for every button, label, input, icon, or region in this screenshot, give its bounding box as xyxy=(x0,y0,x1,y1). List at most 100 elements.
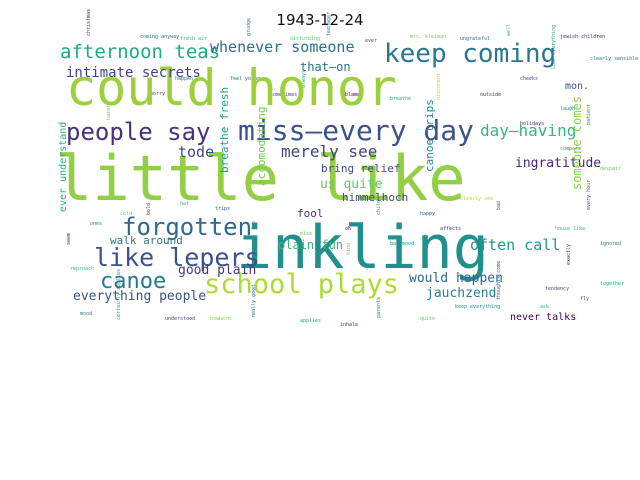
cloud-word-small: inhale xyxy=(340,322,358,328)
cloud-word-small: teenager xyxy=(326,12,332,36)
cloud-word: often call xyxy=(470,236,560,254)
cloud-word-small: christmas xyxy=(86,9,92,36)
cloud-word-small: feel young xyxy=(230,76,260,82)
cloud-word-small: clearly sensible xyxy=(590,56,638,62)
cloud-word-small: fly xyxy=(580,296,589,302)
cloud-word-small: nowhere xyxy=(210,316,231,322)
cloud-word-small: grudge xyxy=(246,18,252,36)
cloud-word-small: doubt xyxy=(191,81,197,96)
cloud-word: never talks xyxy=(510,312,576,323)
cloud-word: that—on xyxy=(300,60,351,74)
cloud-word-small: bad xyxy=(496,201,502,210)
cloud-word-small: ungrateful xyxy=(460,36,490,42)
cloud-word: merely see xyxy=(281,142,377,161)
cloud-word: plain fun xyxy=(278,238,343,252)
cloud-word-small: laugh xyxy=(560,106,575,112)
cloud-word-small: certainly applies xyxy=(116,269,122,320)
cloud-word: canoe xyxy=(100,269,166,294)
cloud-word-small: bad mood xyxy=(390,241,414,247)
cloud-word-small: trips xyxy=(215,206,230,212)
cloud-word-small: blame xyxy=(345,92,360,98)
cloud-word: afternoon teas xyxy=(60,41,220,63)
cloud-word-small: keep everything xyxy=(455,304,500,310)
cloud-word: ever understand xyxy=(58,122,69,212)
cloud-word-small: worry xyxy=(150,91,165,97)
cloud-word-small: ignored xyxy=(600,241,621,247)
cloud-word: breathe fresh xyxy=(218,87,231,173)
cloud-word-small: well xyxy=(506,24,512,36)
cloud-word-small: exactly xyxy=(566,244,572,265)
cloud-word: ingratitude xyxy=(515,156,601,171)
cloud-word: mon. xyxy=(565,81,589,92)
cloud-word-small: house like xyxy=(555,226,585,232)
cloud-word-small: mood xyxy=(80,311,92,317)
cloud-word-small: reproach xyxy=(70,266,94,272)
cloud-word: everything people xyxy=(73,289,206,304)
cloud-word: miss—every day xyxy=(238,114,474,147)
cloud-word: himmelhoch xyxy=(342,191,408,204)
cloud-word-small: really good xyxy=(251,285,257,318)
cloud-word-small: coming anyway xyxy=(140,34,179,40)
cloud-word: school plays xyxy=(204,269,399,300)
cloud-word-small: applies xyxy=(300,318,321,324)
cloud-word: little like xyxy=(55,142,466,215)
cloud-word-small: mrs. kleiman xyxy=(410,34,446,40)
cloud-word-small: bold xyxy=(146,203,152,215)
cloud-word-small: disturbing xyxy=(290,36,320,42)
cloud-word: accomodating xyxy=(255,107,268,186)
cloud-word-small: compare xyxy=(560,146,581,152)
cloud-word: jauchzend xyxy=(426,286,496,301)
cloud-word-small: like everything xyxy=(551,25,557,70)
cloud-word-small: oh xyxy=(345,226,351,232)
cloud-word-small: clearly see xyxy=(460,196,493,202)
cloud-word-small: holidays xyxy=(520,121,544,127)
cloud-word: would happen xyxy=(409,271,503,286)
cloud-word-small: happen xyxy=(175,76,193,82)
cloud-word-small: hat xyxy=(180,201,189,207)
cloud-word-small: hazard xyxy=(106,102,112,120)
cloud-word: fool xyxy=(297,207,324,220)
cloud-word-small: fun xyxy=(251,221,257,230)
cloud-word: could honor xyxy=(66,59,397,117)
cloud-word-small: patient xyxy=(586,104,592,125)
cloud-word-small: fresh air xyxy=(180,36,207,42)
cloud-word-small: child xyxy=(376,200,382,215)
cloud-word: keep coming xyxy=(384,39,556,69)
cloud-word-small: affects xyxy=(440,226,461,232)
cloud-word: inkling xyxy=(236,213,489,283)
cloud-word-small: seem xyxy=(66,233,72,245)
cloud-word-small: kind xyxy=(346,243,352,255)
cloud-word-small: always xyxy=(301,70,307,88)
cloud-word-small: happy xyxy=(420,211,435,217)
cloud-word: whenever someone xyxy=(210,38,355,56)
cloud-word: canoe trips xyxy=(423,99,436,172)
cloud-word-small: cheeks xyxy=(520,76,538,82)
figure-title: 1943-12-24 xyxy=(276,11,364,29)
cloud-word-small: ask xyxy=(540,304,549,310)
cloud-word: us quite xyxy=(320,177,383,192)
cloud-word-small: understood xyxy=(165,316,195,322)
cloud-word: people say xyxy=(66,118,211,146)
cloud-word-small: else xyxy=(300,231,312,237)
cloud-word: walk around xyxy=(110,234,183,247)
cloud-word-small: parents xyxy=(376,297,382,318)
cloud-word: bring relief xyxy=(321,162,400,175)
cloud-word-small: ones xyxy=(90,221,102,227)
cloud-word-small: tendency xyxy=(545,286,569,292)
cloud-word: good plain xyxy=(178,263,256,278)
cloud-word: day—having xyxy=(480,121,576,140)
cloud-word: intimate secrets xyxy=(66,65,201,81)
cloud-word: someone comes xyxy=(570,96,584,190)
cloud-word-small: outside xyxy=(480,92,501,98)
cloud-word-small: cold xyxy=(120,211,132,217)
cloud-word-small: jewish children xyxy=(560,34,605,40)
cloud-word: like lepers xyxy=(94,243,260,272)
cloud-word-small: together xyxy=(600,281,624,287)
cloud-word: tode xyxy=(178,143,214,161)
cloud-word-small: ever xyxy=(365,38,377,44)
cloud-word-small: every hour xyxy=(586,180,592,210)
cloud-word-small: disconent xyxy=(436,73,442,100)
cloud-word: forgotten xyxy=(122,213,252,241)
cloud-word-small: sometimes xyxy=(270,92,297,98)
